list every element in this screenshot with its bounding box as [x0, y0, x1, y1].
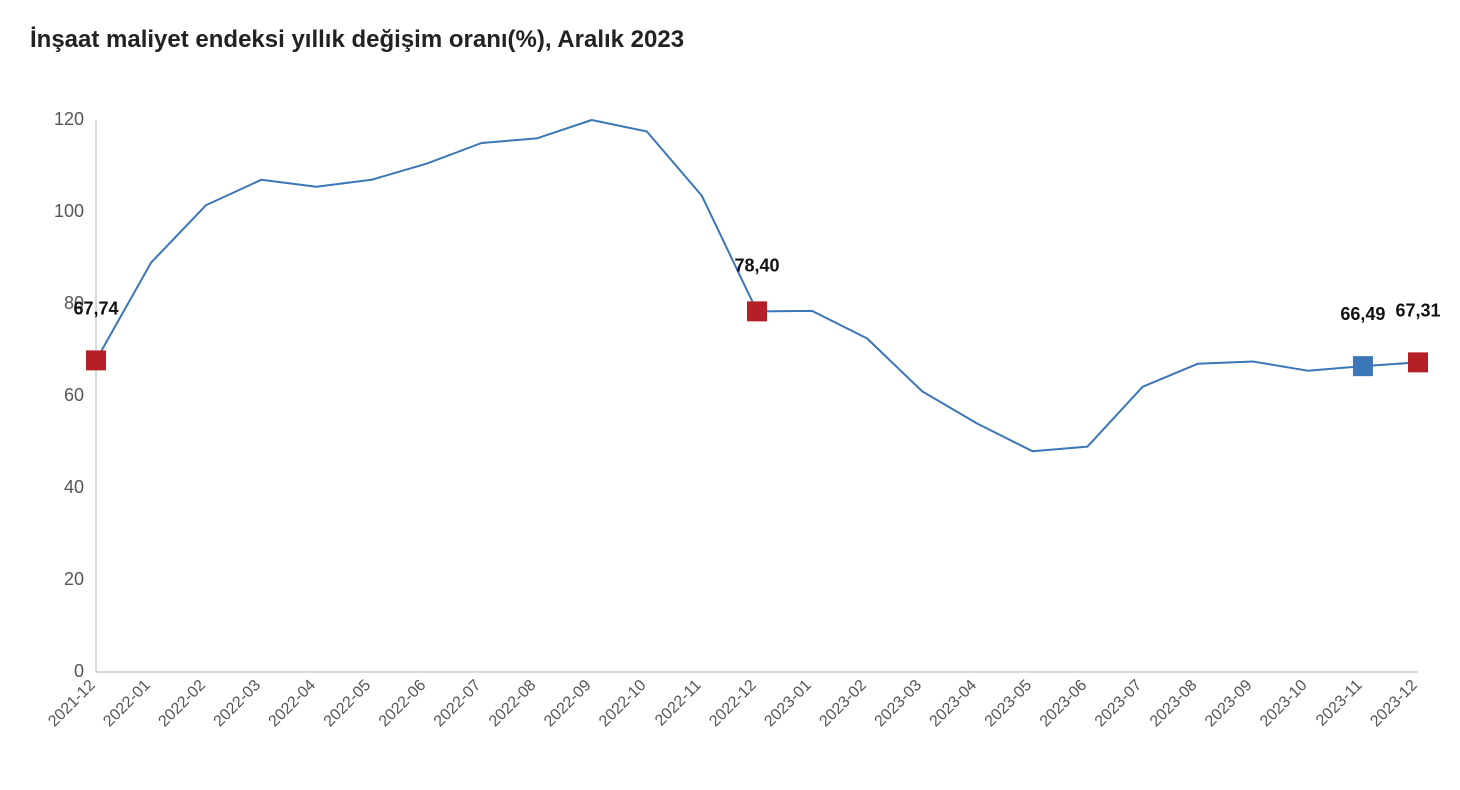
- y-tick-label: 120: [54, 109, 84, 129]
- line-chart: 0204060801001202021-122022-012022-022022…: [0, 0, 1460, 790]
- x-tick-label: 2023-06: [1037, 677, 1091, 731]
- x-tick-label: 2023-04: [927, 677, 981, 731]
- x-tick-label: 2022-10: [596, 677, 650, 731]
- x-tick-label: 2022-03: [211, 677, 265, 731]
- highlight-label: 67,31: [1395, 300, 1440, 320]
- y-tick-label: 40: [64, 477, 84, 497]
- chart-container: İnşaat maliyet endeksi yıllık değişim or…: [0, 0, 1460, 790]
- data-line: [96, 120, 1418, 451]
- x-tick-label: 2022-01: [100, 677, 154, 731]
- x-tick-label: 2023-08: [1147, 677, 1201, 731]
- highlight-label: 78,40: [734, 255, 779, 275]
- x-tick-label: 2022-08: [486, 677, 540, 731]
- x-tick-label: 2023-10: [1257, 677, 1311, 731]
- x-tick-label: 2022-12: [706, 677, 760, 731]
- y-tick-label: 100: [54, 201, 84, 221]
- x-tick-label: 2022-02: [155, 677, 209, 731]
- highlight-label: 67,74: [73, 298, 118, 318]
- x-tick-label: 2023-01: [761, 677, 815, 731]
- highlight-marker: [86, 350, 106, 370]
- y-tick-label: 0: [74, 661, 84, 681]
- highlight-marker: [1353, 356, 1373, 376]
- x-tick-label: 2023-05: [982, 677, 1036, 731]
- x-tick-label: 2023-02: [816, 677, 870, 731]
- y-tick-label: 60: [64, 385, 84, 405]
- highlight-marker: [1408, 352, 1428, 372]
- x-tick-label: 2023-12: [1367, 677, 1421, 731]
- y-tick-label: 20: [64, 569, 84, 589]
- x-tick-label: 2023-03: [872, 677, 926, 731]
- x-tick-label: 2022-06: [376, 677, 430, 731]
- x-tick-label: 2021-12: [45, 677, 99, 731]
- chart-title: İnşaat maliyet endeksi yıllık değişim or…: [30, 26, 684, 54]
- x-tick-label: 2023-11: [1313, 677, 1366, 730]
- highlight-marker: [747, 301, 767, 321]
- x-tick-label: 2023-09: [1202, 677, 1256, 731]
- x-tick-label: 2022-11: [652, 677, 705, 730]
- x-tick-label: 2022-09: [541, 677, 595, 731]
- x-tick-label: 2022-04: [266, 677, 320, 731]
- x-tick-label: 2022-05: [321, 677, 375, 731]
- highlight-label: 66,49: [1340, 304, 1385, 324]
- x-tick-label: 2022-07: [431, 677, 485, 731]
- x-tick-label: 2023-07: [1092, 677, 1146, 731]
